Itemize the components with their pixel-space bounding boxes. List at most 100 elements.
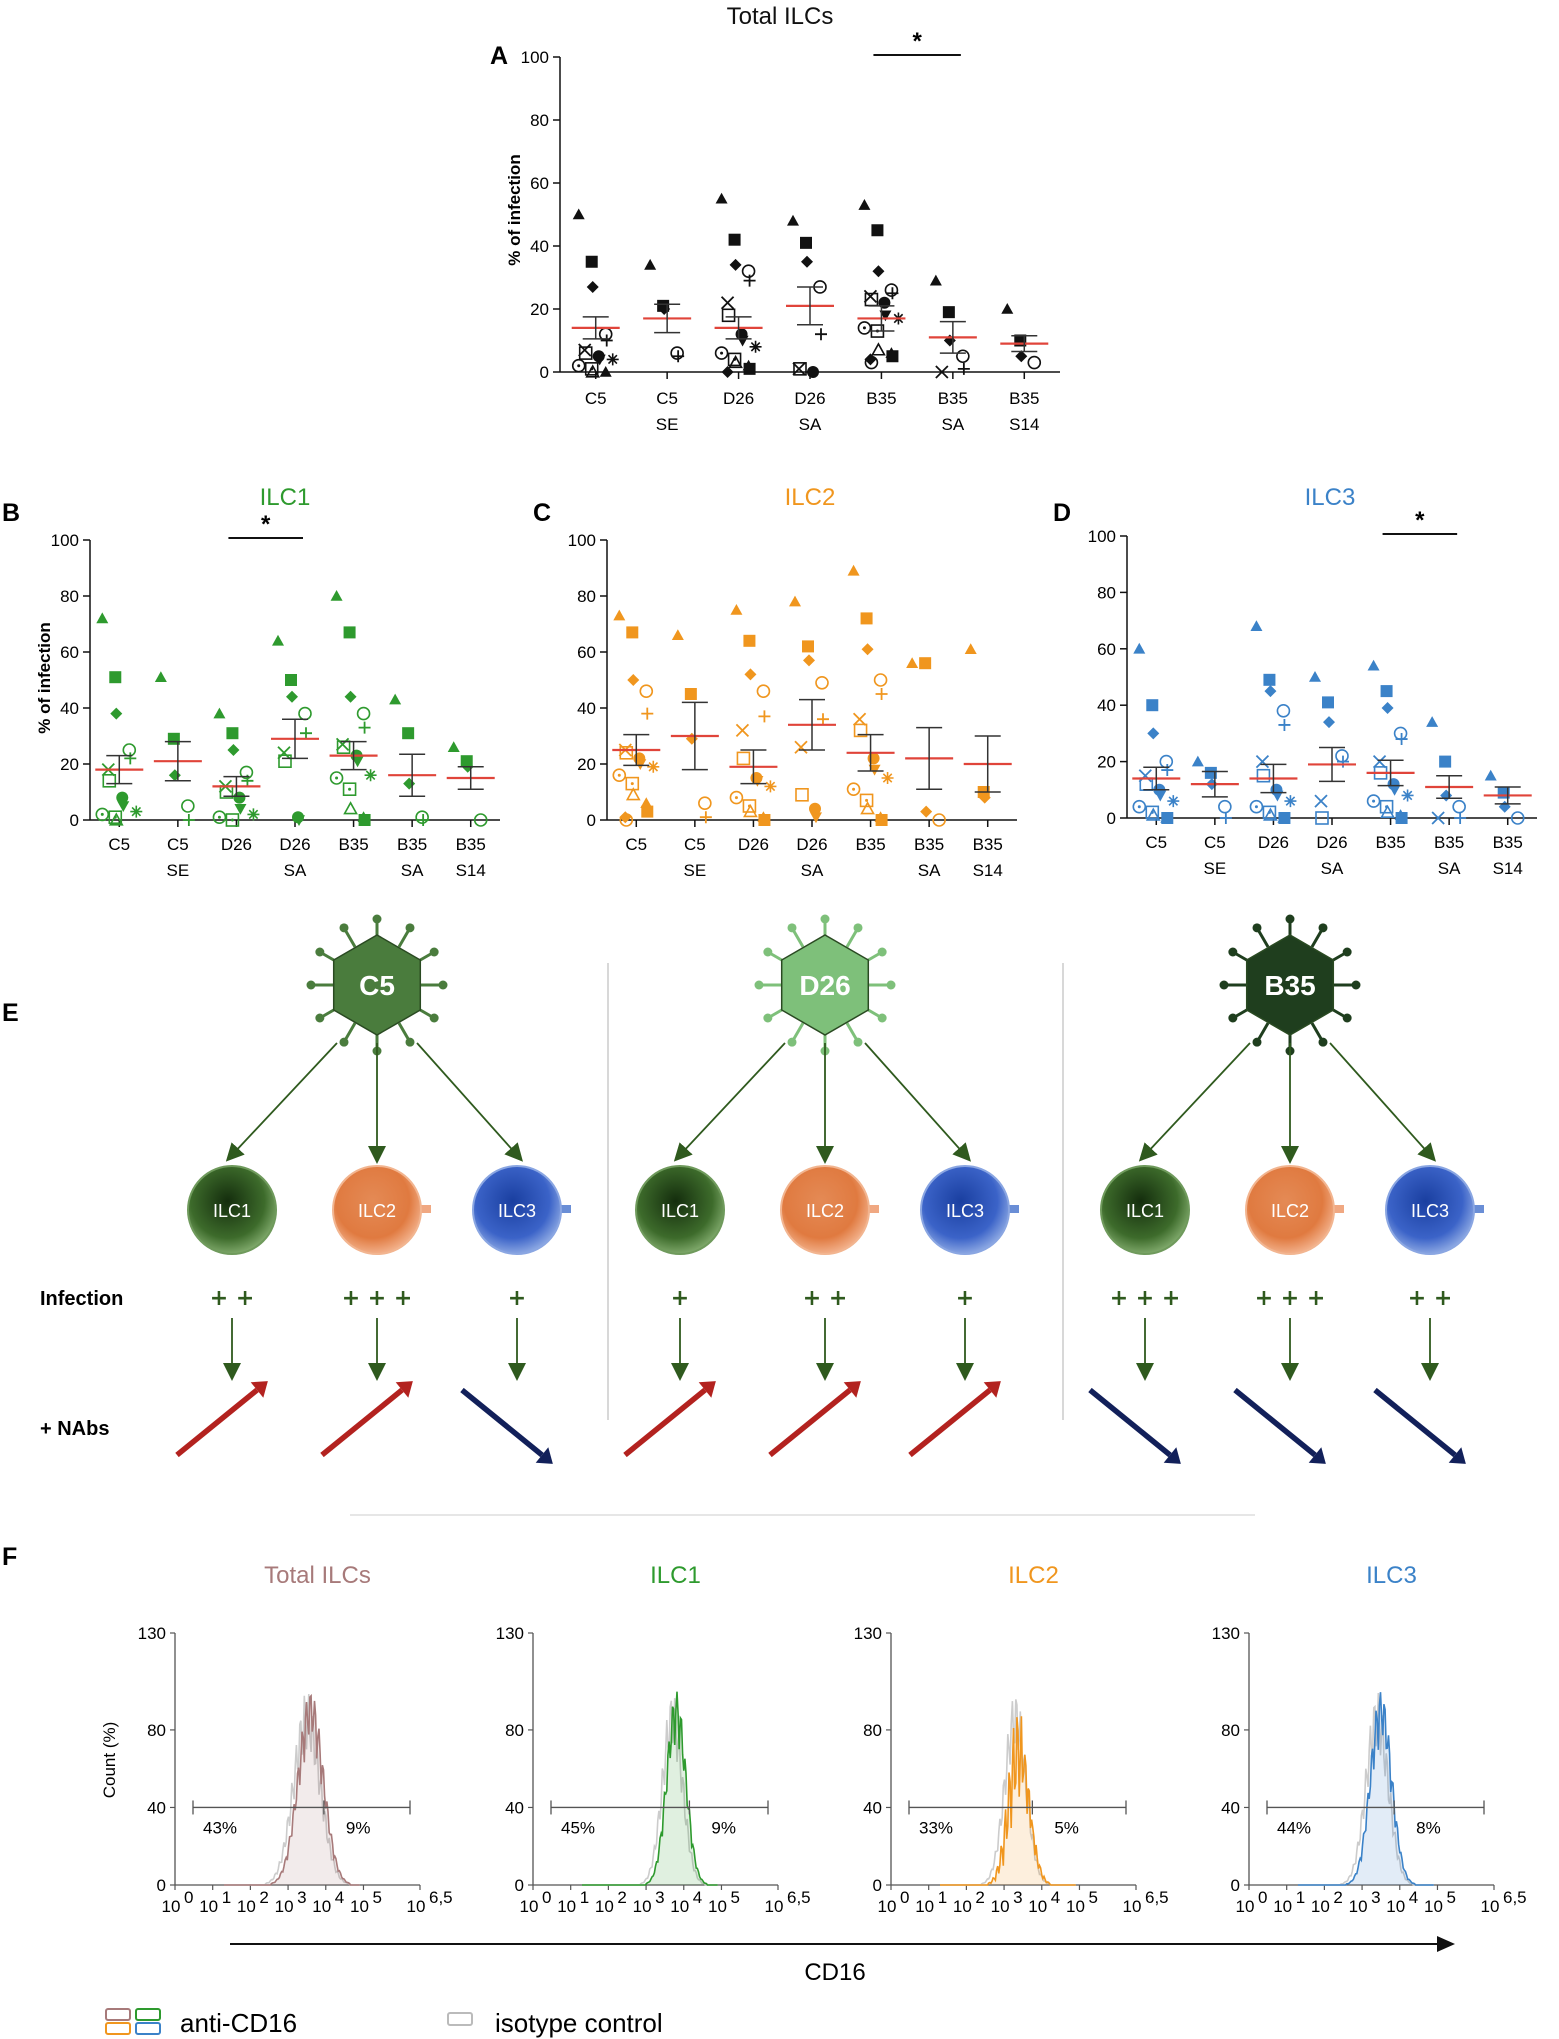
data-point: [861, 643, 874, 656]
legend-anti-cd16: anti-CD16: [180, 2008, 297, 2038]
virus-spike-tip: [1342, 1013, 1352, 1023]
data-point: [1381, 702, 1394, 715]
data-point: [625, 787, 641, 801]
virus-spike-tip: [1342, 947, 1352, 957]
hist-x-tick-exponent: 4: [335, 1888, 344, 1907]
data-point: [809, 802, 821, 815]
data-point: [358, 721, 371, 734]
hist-x-tick-exponent: 4: [693, 1888, 702, 1907]
data-point: [272, 634, 284, 646]
data-point: [415, 810, 429, 825]
x-tick-label: SA: [799, 415, 822, 434]
data-point: [233, 791, 246, 804]
hist-x-tick-base: 10: [520, 1897, 539, 1916]
data-point: [1439, 755, 1452, 768]
data-point: [1498, 800, 1511, 813]
y-tick-label: 60: [577, 643, 596, 662]
data-point: [868, 764, 881, 776]
virus-to-cell-arrow: [673, 1042, 786, 1162]
cell-body: [1385, 1165, 1475, 1255]
hist-y-tick-label: 40: [505, 1798, 524, 1817]
arrow-head: [535, 1447, 553, 1464]
cell-label: ILC3: [1411, 1201, 1449, 1221]
x-tick-label: SA: [942, 415, 965, 434]
data-point: [389, 693, 402, 705]
data-point: [1262, 805, 1277, 820]
x-tick-label: B35: [1375, 833, 1405, 852]
data-point: [227, 744, 240, 756]
virus-spike-tip: [1219, 980, 1229, 990]
decrease-arrow: [460, 1387, 544, 1458]
hist-x-tick-exponent: 4: [1051, 1888, 1060, 1907]
cell-label: ILC3: [498, 1201, 536, 1221]
legend-swatch-anti: [105, 2022, 131, 2035]
virus-spike-tip: [429, 1013, 439, 1023]
data-point: [226, 727, 239, 740]
arrow-head: [983, 1381, 1001, 1398]
data-point: [744, 668, 757, 681]
hist-y-tick-label: 80: [1221, 1721, 1240, 1740]
data-point: [906, 657, 919, 668]
panel-label-e: E: [2, 999, 19, 1027]
data-point: [586, 280, 599, 293]
data-point: [794, 740, 808, 754]
hist-x-tick-exponent: 1: [1296, 1888, 1305, 1907]
virus-spike-tip: [1228, 947, 1238, 957]
hist-y-tick-label: 40: [1221, 1798, 1240, 1817]
data-point: [743, 274, 756, 287]
data-point: [1154, 790, 1167, 802]
data-point: [1388, 785, 1401, 796]
virus-spike-tip: [315, 1013, 325, 1023]
data-point: [1133, 642, 1146, 654]
data-point: [285, 674, 297, 686]
virus-spike-tip: [306, 980, 316, 990]
infection-level: + + +: [1110, 1286, 1181, 1311]
data-point: [1452, 799, 1466, 814]
arrow-head: [843, 1381, 861, 1398]
data-point: [884, 283, 899, 297]
virus-spike-tip: [405, 923, 415, 933]
data-point: [800, 236, 812, 249]
data-point-dot: [1254, 805, 1258, 809]
x-tick-label: B35: [973, 835, 1003, 854]
data-point: [758, 814, 771, 826]
data-point: [213, 707, 226, 719]
x-tick-label: D26: [1258, 833, 1289, 852]
legend-swatch-anti: [135, 2022, 161, 2035]
histogram-title: ILC1: [650, 1562, 701, 1589]
hist-x-tick-exponent: 6,5: [429, 1888, 453, 1907]
x-tick-label: SE: [1204, 859, 1227, 878]
data-point: [807, 366, 819, 378]
data-point: [109, 671, 122, 684]
data-point: [743, 634, 756, 647]
data-point: [639, 684, 654, 699]
y-tick-label: 20: [60, 755, 79, 774]
virus-to-cell-arrow: [1329, 1042, 1436, 1162]
x-tick-label: D26: [1316, 833, 1347, 852]
data-point: [122, 743, 137, 757]
data-point: [343, 626, 356, 639]
hist-x-tick-base: 10: [878, 1897, 897, 1916]
virus-spike-tip: [853, 923, 863, 933]
data-point-dot: [862, 326, 866, 330]
data-point-dot: [852, 787, 856, 791]
data-point: [641, 707, 654, 720]
data-point: [117, 801, 130, 812]
data-point: [1204, 766, 1217, 779]
data-point: [403, 777, 416, 790]
decrease-arrow: [1088, 1387, 1172, 1458]
data-point: [402, 727, 415, 740]
data-point: [1249, 799, 1264, 814]
data-point: [727, 352, 742, 367]
anti-cd16-curve: [940, 1716, 1076, 1886]
virus-spike-tip: [877, 1013, 887, 1023]
data-point: [857, 321, 872, 335]
data-point: [942, 306, 955, 319]
gate-percent-left: 44%: [1277, 1818, 1311, 1837]
virus-spike-tip: [372, 914, 382, 924]
hist-x-tick-exponent: 3: [1371, 1888, 1380, 1907]
data-point: [634, 759, 647, 770]
hist-y-tick-label: 80: [863, 1721, 882, 1740]
